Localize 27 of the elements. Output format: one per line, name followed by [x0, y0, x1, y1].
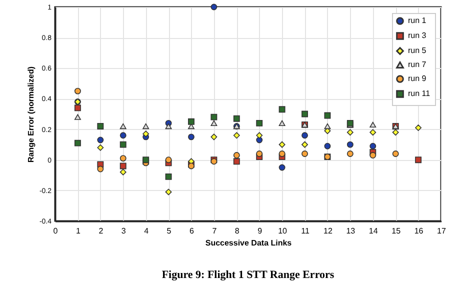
legend-label: run 3 [408, 31, 427, 40]
x-tick-label: 2 [98, 226, 104, 236]
x-tick-label: 13 [346, 226, 356, 236]
x-tick-label: 11 [301, 226, 310, 236]
x-tick-label: 1 [76, 226, 81, 236]
legend-label: run 7 [408, 60, 427, 69]
x-tick-label: 14 [368, 226, 378, 236]
y-axis-title: Range Error (normalized) [26, 66, 36, 163]
x-tick-label: 8 [234, 226, 240, 236]
legend-label: run 1 [408, 16, 427, 25]
text: Figure 9: Flight 1 STT Range Errors [162, 269, 335, 281]
x-tick-label: 7 [212, 226, 218, 236]
x-tick-label: 5 [166, 226, 172, 236]
x-tick-label: 10 [278, 226, 288, 236]
x-tick-label: 3 [121, 226, 126, 236]
legend-label: run 9 [408, 74, 427, 83]
x-tick-label: 16 [414, 226, 424, 236]
x-tick-label: 12 [324, 226, 333, 236]
x-axis-title: Successive Data Links [205, 238, 292, 248]
legend-label: run 5 [408, 46, 427, 55]
x-tick-label: 4 [144, 226, 150, 236]
legend-label: run 11 [408, 89, 431, 98]
x-tick-label: 6 [190, 226, 195, 236]
x-tick-label: 17 [437, 226, 446, 236]
x-tick-label: 15 [392, 226, 402, 236]
x-tick-label: 9 [258, 226, 263, 236]
x-tick-label: 0 [53, 226, 58, 236]
